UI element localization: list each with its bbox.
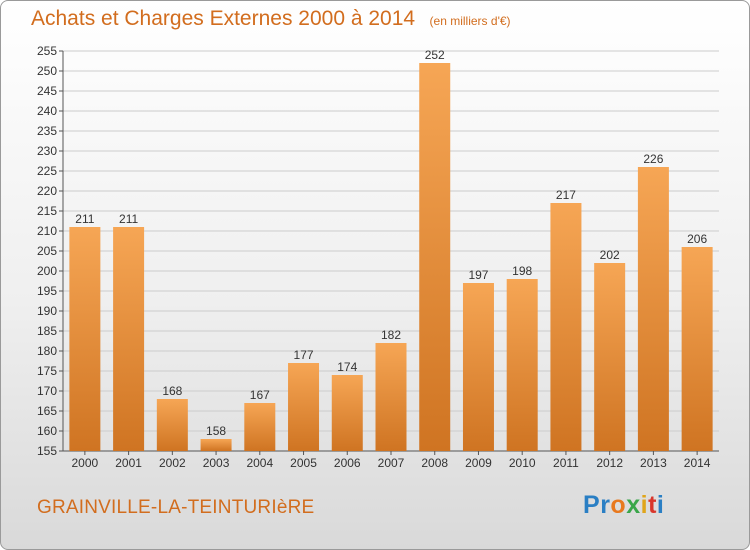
bar-value-label: 226 — [643, 152, 663, 166]
x-tick-label: 2014 — [684, 456, 711, 470]
x-tick-label: 2001 — [115, 456, 142, 470]
bar-value-label: 211 — [75, 212, 94, 226]
proxiti-logo: Proxiti — [583, 491, 664, 520]
x-tick-label: 2004 — [246, 456, 273, 470]
x-tick-label: 2000 — [72, 456, 99, 470]
x-tick-label: 2005 — [290, 456, 317, 470]
x-tick-label: 2009 — [465, 456, 492, 470]
y-tick-label: 225 — [37, 164, 57, 178]
commune-name: GRAINVILLE-LA-TEINTURIèRE — [37, 497, 315, 518]
y-tick-label: 240 — [37, 104, 57, 118]
bar-value-label: 168 — [162, 384, 182, 398]
x-tick-label: 2012 — [596, 456, 623, 470]
y-tick-label: 250 — [37, 64, 57, 78]
bars — [69, 63, 713, 451]
y-tick-label: 195 — [37, 284, 57, 298]
bar-value-label: 174 — [337, 360, 357, 374]
bar — [506, 279, 538, 451]
bar-value-label: 202 — [600, 248, 620, 262]
x-tick-label: 2011 — [553, 456, 579, 470]
y-tick-label: 205 — [37, 244, 57, 258]
bar — [69, 227, 101, 451]
x-tick-label: 2002 — [159, 456, 186, 470]
x-tick-label: 2008 — [421, 456, 448, 470]
logo-letter: t — [648, 491, 657, 519]
y-tick-label: 180 — [37, 344, 57, 358]
bar-value-label: 167 — [250, 388, 270, 402]
y-tick-label: 160 — [37, 424, 57, 438]
logo-letter: i — [656, 491, 665, 519]
chart-unit: (en milliers d'€) — [429, 14, 511, 28]
title-row: Achats et Charges Externes 2000 à 2014 (… — [31, 7, 511, 31]
y-tick-label: 255 — [37, 44, 57, 58]
bar — [681, 247, 713, 451]
y-tick-label: 170 — [37, 384, 57, 398]
chart-title: Achats et Charges Externes 2000 à 2014 — [31, 7, 416, 30]
logo-letter: i — [640, 491, 649, 519]
y-tick-label: 230 — [37, 144, 57, 158]
y-tick-label: 245 — [37, 84, 57, 98]
bar — [637, 167, 669, 451]
value-labels: 211 211 168 158 167 177 174 182 252 197 198 217 202 2… — [75, 48, 707, 438]
logo-letter: P — [583, 491, 601, 519]
bar — [594, 263, 626, 451]
bar-value-label: 206 — [687, 232, 707, 246]
y-tick-label: 190 — [37, 304, 57, 318]
bar-value-label: 197 — [468, 268, 488, 282]
logo-letter: o — [610, 491, 627, 519]
y-tick-label: 210 — [37, 224, 57, 238]
x-tick-label: 2007 — [378, 456, 405, 470]
y-tick-label: 175 — [37, 364, 57, 378]
bar-value-label: 211 — [119, 212, 138, 226]
bar-value-label: 158 — [206, 424, 226, 438]
bar — [419, 63, 451, 451]
bar — [550, 203, 582, 451]
y-tick-label: 185 — [37, 324, 57, 338]
bar — [113, 227, 145, 451]
y-tick-label: 155 — [37, 444, 57, 458]
bar — [244, 403, 276, 451]
bar — [200, 439, 232, 451]
x-tick-labels: 2000 2001 2002 2003 2004 2005 2006 2007 2008 2009… — [72, 456, 711, 470]
y-tick-label: 220 — [37, 184, 57, 198]
logo-letter: r — [600, 491, 611, 519]
bar — [462, 283, 494, 451]
logo-letter: x — [626, 491, 641, 519]
bar-value-label: 177 — [294, 348, 314, 362]
y-tick-label: 235 — [37, 124, 57, 138]
bar — [156, 399, 188, 451]
y-tick-label: 200 — [37, 264, 57, 278]
y-tick-label: 215 — [37, 204, 57, 218]
bar — [288, 363, 320, 451]
y-tick-labels: 155 160 165 170 175 180 185 190 195 200 205 210 215 2… — [37, 44, 57, 458]
bar — [375, 343, 407, 451]
bar-value-label: 252 — [425, 48, 445, 62]
x-tick-label: 2013 — [640, 456, 667, 470]
x-tick-label: 2006 — [334, 456, 361, 470]
x-tick-label: 2003 — [203, 456, 230, 470]
bar-value-label: 217 — [556, 188, 576, 202]
bar-value-label: 198 — [512, 264, 532, 278]
x-tick-label: 2010 — [509, 456, 536, 470]
bar — [331, 375, 363, 451]
y-tick-label: 165 — [37, 404, 57, 418]
bar-value-label: 182 — [381, 328, 401, 342]
